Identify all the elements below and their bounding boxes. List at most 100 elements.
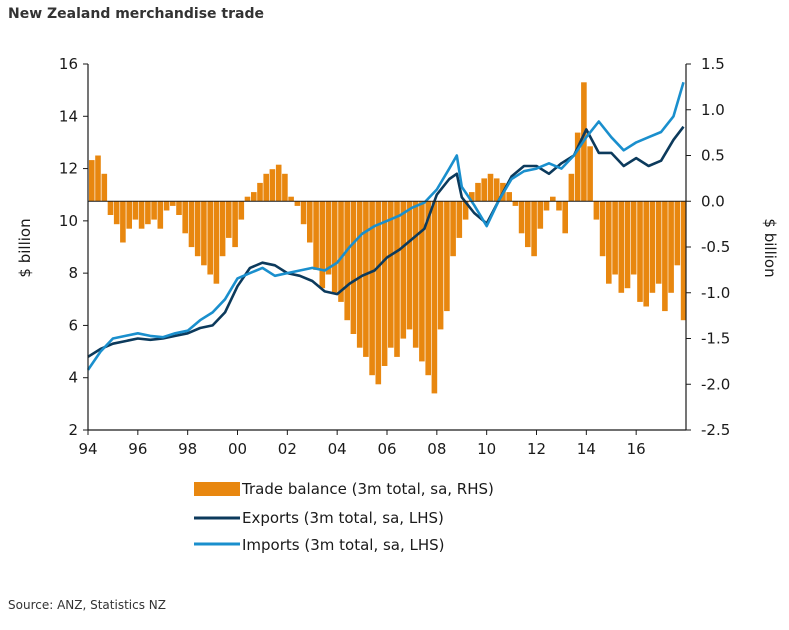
trade-balance-bar [637,201,643,302]
trade-balance-bar [406,201,413,330]
trade-balance-bar [325,201,332,275]
left-tick-label: 16 [59,55,78,73]
trade-balance-bar [313,201,319,270]
trade-balance-bar [232,201,238,248]
trade-balance-bar [456,201,463,238]
trade-balance-bar [288,196,294,202]
right-axis-title: $ billion [761,218,779,277]
left-tick-label: 6 [68,316,78,334]
trade-balance-bar [251,192,257,202]
left-tick-label: 14 [59,107,78,125]
trade-balance-bar [481,178,487,202]
trade-balance-bar [201,201,207,266]
trade-balance-bar [307,201,313,243]
x-axis-ticks: 94 96 98 00 02 04 06 08 10 12 14 16 [78,430,646,458]
chart-legend: Trade balance (3m total, sa, RHS) Export… [194,480,494,554]
x-tick-label: 94 [78,440,97,458]
trade-balance-bar [269,169,276,202]
trade-balance-bar [95,155,101,202]
trade-balance-bar [419,201,425,362]
trade-balance-bar [668,201,674,293]
trade-balance-bar [132,201,139,220]
trade-chart: 2 4 6 8 10 12 14 16 -2.5 -2.0 -1.5 -1.0 -0.5 0.0 0.5 1… [16,55,779,554]
trade-balance-bar [244,196,251,202]
trade-balance-bar [350,201,357,334]
trade-balance-bar [145,201,151,225]
trade-balance-bar [338,201,344,302]
trade-balance-bar [101,173,108,202]
trade-balance-bar [176,201,182,215]
trade-balance-bar [194,201,201,257]
right-tick-label: -2.0 [701,375,730,393]
trade-balance-bar [599,201,606,257]
trade-balance-bar [319,201,326,289]
trade-balance-bar [381,201,388,366]
trade-balance-bar [369,201,375,376]
trade-balance-bars [89,82,687,394]
trade-balance-bar [574,132,581,202]
trade-balance-bar [263,173,269,202]
trade-balance-bar [120,201,126,243]
trade-balance-bar [107,201,114,215]
right-tick-label: 0.0 [701,192,725,210]
trade-balance-bar [450,201,456,257]
trade-balance-bar [568,173,575,202]
trade-balance-bar [674,201,681,266]
trade-balance-bar [170,201,176,206]
x-tick-label: 10 [477,440,496,458]
legend-label-trade-balance: Trade balance (3m total, sa, RHS) [241,480,494,498]
trade-balance-bar [275,164,282,202]
trade-balance-bar [213,201,220,284]
x-tick-label: 14 [577,440,596,458]
left-axis-title: $ billion [16,218,34,277]
trade-balance-bar [300,201,307,225]
trade-balance-bar [388,201,394,348]
trade-balance-bar [138,201,145,229]
trade-balance-bar [151,201,157,220]
chart-title: New Zealand merchandise trade [8,6,264,22]
trade-balance-bar [531,201,537,257]
x-tick-label: 16 [627,440,646,458]
trade-balance-bar [593,201,600,220]
trade-balance-bar [282,173,288,202]
right-axis-ticks: -2.5 -2.0 -1.5 -1.0 -0.5 0.0 0.5 1.0 1.5 [686,55,730,439]
trade-balance-bar [506,192,512,202]
trade-balance-bar [475,182,481,202]
trade-balance-bar [238,201,245,220]
trade-balance-bar [294,201,301,206]
trade-balance-bar [207,201,213,275]
x-tick-label: 12 [527,440,546,458]
trade-balance-bar [630,201,637,275]
trade-balance-bar [518,201,525,234]
trade-balance-bar [331,201,338,293]
left-tick-label: 12 [59,160,78,178]
trade-balance-bar [618,201,625,293]
trade-balance-bar [562,201,568,234]
x-tick-label: 04 [328,440,347,458]
trade-balance-bar [163,201,170,211]
x-tick-label: 00 [228,440,247,458]
trade-balance-bar [444,201,450,312]
trade-balance-bar [550,196,556,202]
trade-balance-bar [400,201,407,339]
trade-balance-bar [226,201,232,238]
trade-balance-bar [356,201,363,348]
legend-label-exports: Exports (3m total, sa, LHS) [242,509,444,527]
right-tick-label: -1.0 [701,284,730,302]
trade-balance-bar [606,201,612,284]
trade-balance-bar [662,201,668,312]
x-tick-label: 08 [427,440,446,458]
trade-balance-bar [493,178,500,202]
trade-balance-bar [512,201,519,206]
left-tick-label: 8 [68,264,78,282]
left-tick-label: 10 [59,212,78,230]
x-tick-label: 96 [128,440,147,458]
trade-balance-bar [525,201,531,248]
x-tick-label: 06 [377,440,396,458]
source-note: Source: ANZ, Statistics NZ [8,598,166,612]
trade-balance-bar [655,201,662,284]
right-tick-label: 1.0 [701,101,725,119]
trade-balance-bar [344,201,350,321]
trade-balance-bar [257,182,263,202]
right-tick-label: 0.5 [701,147,725,165]
